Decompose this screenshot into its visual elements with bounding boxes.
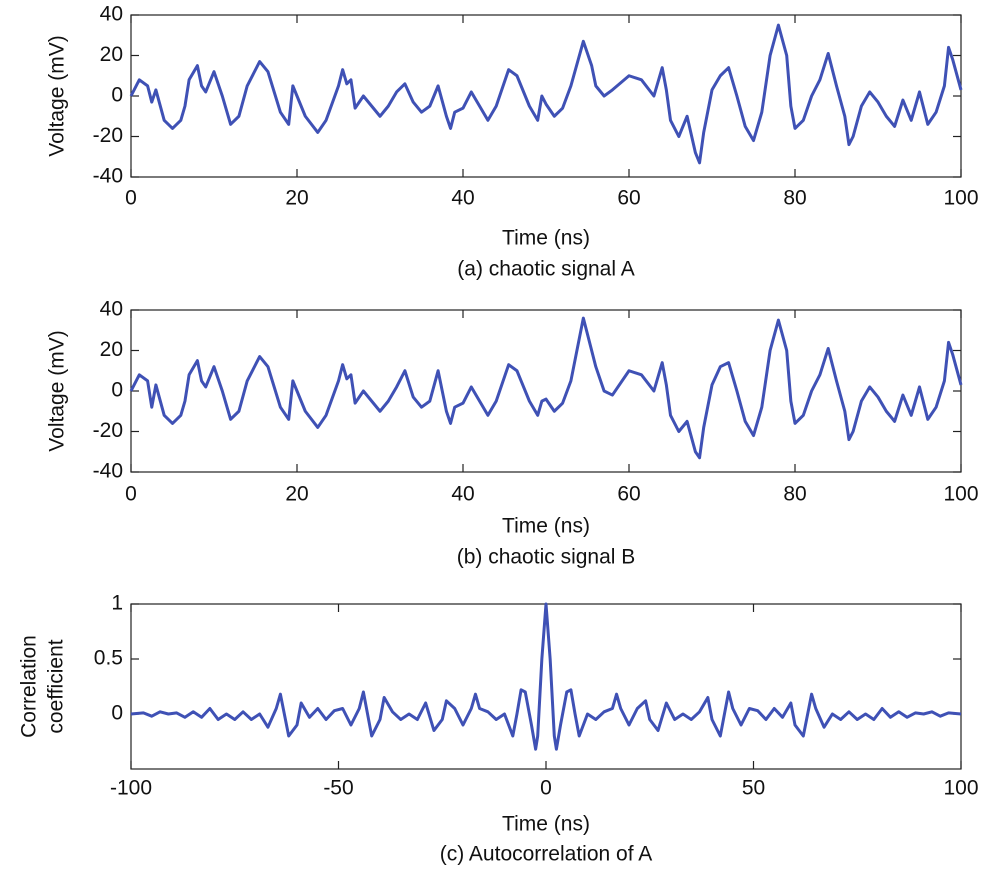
y-tick-label: 1 xyxy=(111,592,123,615)
x-tick-label: 50 xyxy=(742,777,765,800)
x-tick-label: 0 xyxy=(125,483,137,506)
x-tick-label: 20 xyxy=(285,483,308,506)
x-axis-label: Time (ns) xyxy=(502,227,590,250)
x-tick-label: 40 xyxy=(451,483,474,506)
y-axis-label: Voltage (mV) xyxy=(46,35,69,156)
x-tick-label: -50 xyxy=(323,777,353,800)
axes-frame xyxy=(130,309,962,473)
y-tick-label: -20 xyxy=(93,124,123,147)
y-axis-label: Correlation xyxy=(18,635,41,738)
y-tick-label: -20 xyxy=(93,419,123,442)
y-tick-label: 0 xyxy=(111,702,123,725)
x-tick-label: 60 xyxy=(617,187,640,210)
y-tick-label: 40 xyxy=(100,3,123,26)
y-tick-label: -40 xyxy=(93,165,123,188)
x-tick-label: 100 xyxy=(943,777,978,800)
x-tick-label: 100 xyxy=(943,483,978,506)
x-tick-label: 100 xyxy=(943,187,978,210)
x-tick-label: 0 xyxy=(540,777,552,800)
signal-line xyxy=(129,316,963,460)
y-axis-label: coefficient xyxy=(45,639,68,733)
x-tick-label: 60 xyxy=(617,483,640,506)
axes-frame xyxy=(130,603,962,770)
y-tick-label: 40 xyxy=(100,298,123,321)
x-tick-label: 80 xyxy=(783,483,806,506)
x-tick-label: 0 xyxy=(125,187,137,210)
y-tick-label: 20 xyxy=(100,43,123,66)
y-axis-label: Voltage (mV) xyxy=(46,330,69,451)
x-tick-label: -100 xyxy=(110,777,152,800)
caption: (c) Autocorrelation of A xyxy=(440,843,652,866)
x-tick-label: 80 xyxy=(783,187,806,210)
x-tick-label: 20 xyxy=(285,187,308,210)
signal-line xyxy=(130,602,962,751)
y-tick-label: 20 xyxy=(100,338,123,361)
axes-frame xyxy=(130,14,962,178)
y-tick-label: 0.5 xyxy=(94,647,123,670)
caption: (a) chaotic signal A xyxy=(457,258,634,281)
signal-line xyxy=(129,23,963,165)
y-tick-label: -40 xyxy=(93,460,123,483)
y-tick-label: 0 xyxy=(111,84,123,107)
x-tick-label: 40 xyxy=(451,187,474,210)
x-axis-label: Time (ns) xyxy=(502,813,590,836)
x-axis-label: Time (ns) xyxy=(502,515,590,538)
y-tick-label: 0 xyxy=(111,379,123,402)
caption: (b) chaotic signal B xyxy=(457,546,636,569)
